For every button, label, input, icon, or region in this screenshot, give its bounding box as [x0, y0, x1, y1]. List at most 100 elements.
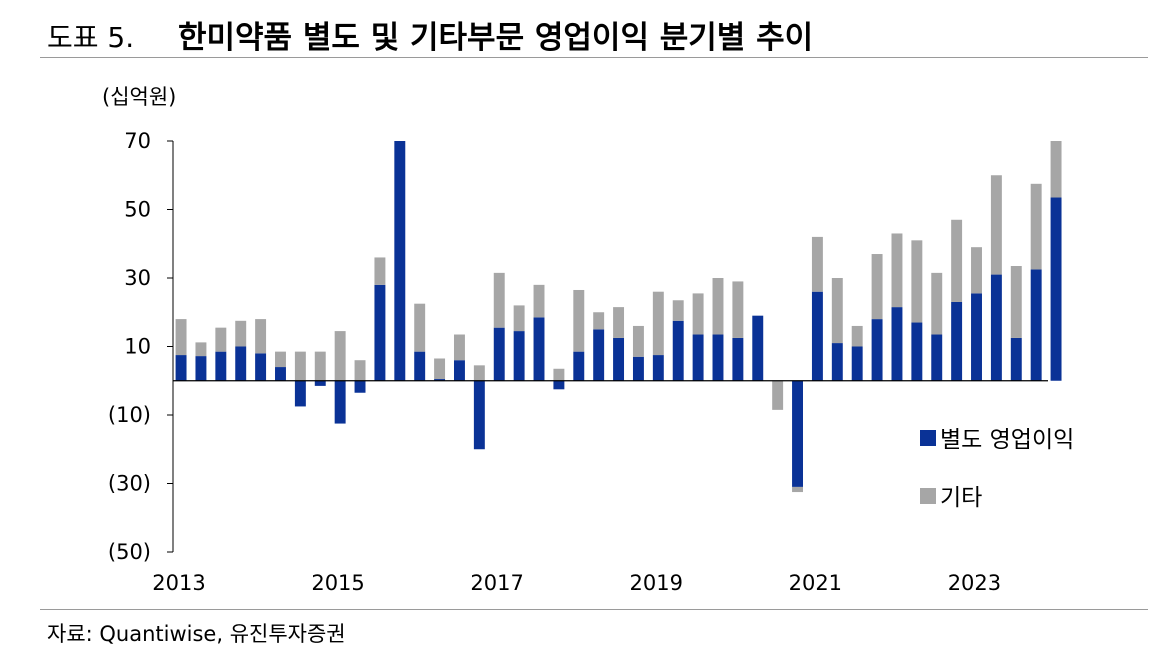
bar-other: [931, 272, 943, 335]
x-tick-label: 2019: [630, 571, 683, 595]
bar-operating: [732, 337, 744, 381]
bar-operating: [593, 329, 605, 381]
bar-other: [513, 305, 525, 332]
bar-other: [493, 272, 505, 328]
y-tick-label: 10: [124, 335, 151, 359]
bar-other: [851, 325, 863, 347]
bar-operating: [971, 293, 982, 381]
y-tick-label: 70: [124, 129, 151, 153]
x-tick-label: 2017: [470, 571, 523, 595]
bar-other: [990, 175, 1002, 275]
bar-operating: [811, 291, 823, 381]
bar-other: [434, 358, 446, 380]
bar-operating: [493, 327, 505, 381]
bar-other: [215, 327, 227, 352]
bar-operating: [434, 379, 446, 381]
bar-other: [314, 351, 326, 381]
bar-operating: [513, 331, 525, 381]
bar-operating: [294, 380, 306, 407]
bar-operating: [692, 334, 704, 381]
title-row: 도표 5. 한미약품 별도 및 기타부문 영업이익 분기별 추이: [0, 0, 1174, 60]
bar-other: [195, 342, 207, 357]
bar-other: [354, 360, 366, 381]
bar-operating: [275, 367, 286, 381]
bar-other: [871, 254, 883, 320]
bar-operating: [1010, 337, 1022, 381]
bar-operating: [931, 334, 943, 381]
y-tick-label: (30): [108, 472, 151, 496]
bottom-divider: [40, 609, 1148, 610]
legend-label-operating: 별도 영업이익: [940, 427, 1074, 453]
bar-operating: [652, 355, 664, 381]
top-divider: [40, 57, 1148, 58]
bar-operating: [613, 337, 625, 381]
bar-operating: [672, 320, 684, 381]
bar-operating: [255, 353, 267, 381]
bar-other: [414, 303, 426, 352]
bar-operating: [752, 315, 764, 381]
bar-other: [632, 325, 644, 357]
legend-swatch-operating: [920, 430, 936, 446]
y-tick-label: 50: [124, 198, 151, 222]
bar-operating: [632, 356, 644, 381]
y-unit-label: (십억원): [102, 85, 176, 109]
bar-other: [275, 351, 286, 368]
bar-operating: [1050, 197, 1062, 381]
bar-other: [792, 486, 803, 493]
bar-operating: [314, 380, 326, 386]
bar-other: [294, 351, 306, 381]
figure-number: 도표 5.: [47, 21, 135, 54]
bar-operating: [215, 351, 227, 381]
bar-other: [1010, 266, 1022, 338]
source-note: 자료: Quantiwise, 유진투자증권: [47, 622, 346, 646]
y-tick-label: (50): [108, 540, 151, 564]
bar-operating: [374, 284, 386, 381]
bar-other: [334, 331, 346, 381]
bar-operating: [891, 307, 903, 381]
bar-operating: [871, 319, 883, 381]
x-tick-label: 2013: [152, 571, 205, 595]
bar-operating: [712, 334, 724, 381]
bar-operating: [553, 380, 565, 390]
bar-operating: [235, 346, 247, 381]
y-axis: 70 50 30 10 (10) (30) (50): [108, 129, 174, 564]
bar-other: [652, 291, 664, 356]
bar-other: [473, 365, 485, 381]
bar-other: [553, 368, 565, 381]
chart-title: 한미약품 별도 및 기타부문 영업이익 분기별 추이: [178, 20, 814, 56]
bar-operating: [354, 380, 366, 393]
bar-operating: [533, 317, 545, 381]
bar-other: [772, 380, 784, 410]
bar-operating: [473, 380, 485, 450]
x-tick-label: 2021: [789, 571, 842, 595]
bar-operating: [573, 351, 585, 381]
bar-operating: [851, 346, 863, 381]
legend-swatch-other: [920, 488, 936, 504]
bar-other: [175, 319, 187, 356]
bar-other: [692, 293, 704, 335]
x-axis-labels: 2013 2015 2017 2019 2021 2023: [152, 571, 1001, 595]
bar-group: [173, 141, 1062, 493]
bar-other: [593, 312, 605, 330]
bar-other: [573, 289, 585, 352]
bar-other: [811, 236, 823, 292]
bar-operating: [394, 141, 406, 381]
bar-operating: [831, 343, 843, 381]
bar-operating: [195, 356, 207, 381]
bar-other: [971, 247, 982, 294]
bar-other: [951, 219, 963, 302]
y-tick-label: 30: [124, 266, 151, 290]
bar-operating: [951, 301, 963, 381]
bar-other: [1030, 183, 1042, 270]
bar-other: [1050, 141, 1062, 198]
y-tick-label: (10): [108, 403, 151, 427]
bar-other: [831, 278, 843, 344]
bar-other: [613, 307, 625, 338]
bar-operating: [175, 355, 187, 381]
bar-other: [891, 233, 903, 308]
bar-other: [732, 281, 744, 338]
bar-operating: [334, 380, 346, 424]
bar-operating: [911, 322, 923, 381]
bar-other: [453, 334, 465, 361]
